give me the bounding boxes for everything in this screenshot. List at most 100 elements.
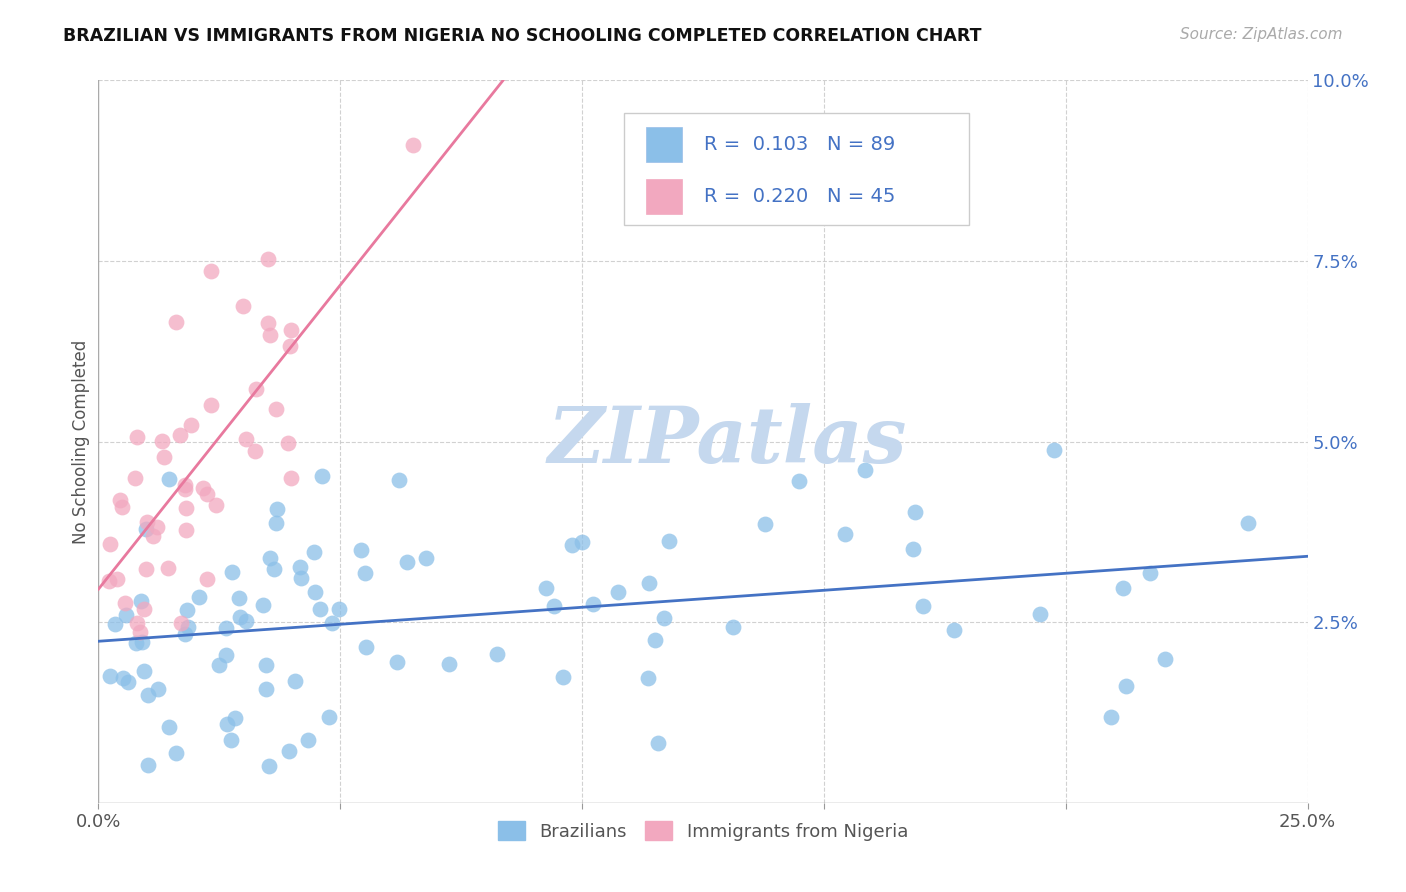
Point bbox=[395, 555, 418, 569]
Point bbox=[197, 572, 219, 586]
Point bbox=[136, 516, 159, 530]
Point bbox=[853, 463, 876, 477]
Point bbox=[658, 534, 681, 549]
Point bbox=[132, 664, 155, 678]
Point bbox=[647, 736, 669, 750]
Point bbox=[297, 733, 319, 747]
Point bbox=[264, 516, 287, 531]
Point bbox=[235, 432, 257, 446]
Point bbox=[245, 382, 267, 396]
Point bbox=[97, 574, 120, 588]
Point bbox=[180, 418, 202, 433]
Point bbox=[136, 688, 159, 702]
Point bbox=[125, 430, 148, 444]
Point bbox=[221, 566, 243, 580]
Point bbox=[637, 575, 659, 590]
Point bbox=[304, 585, 326, 599]
Point bbox=[145, 520, 167, 534]
Point bbox=[654, 611, 676, 625]
Point bbox=[1237, 516, 1260, 530]
Point bbox=[165, 746, 187, 760]
Point bbox=[581, 597, 603, 611]
Point bbox=[278, 339, 301, 353]
Point bbox=[228, 591, 250, 605]
Point bbox=[350, 543, 373, 558]
Point bbox=[308, 601, 330, 615]
Point bbox=[278, 744, 301, 758]
Point bbox=[385, 655, 408, 669]
Point bbox=[153, 450, 176, 465]
Point bbox=[259, 328, 281, 343]
Point bbox=[98, 669, 121, 683]
Point bbox=[215, 717, 238, 731]
Point bbox=[173, 627, 195, 641]
Point bbox=[108, 493, 131, 508]
Point bbox=[136, 757, 159, 772]
Point bbox=[553, 670, 575, 684]
Point bbox=[112, 671, 135, 685]
Y-axis label: No Schooling Completed: No Schooling Completed bbox=[72, 340, 90, 543]
Point bbox=[266, 502, 288, 516]
Point bbox=[280, 322, 302, 336]
Text: Source: ZipAtlas.com: Source: ZipAtlas.com bbox=[1180, 27, 1343, 42]
Point bbox=[134, 601, 156, 615]
Point bbox=[173, 477, 195, 491]
Point bbox=[135, 522, 157, 536]
Point bbox=[280, 471, 302, 485]
FancyBboxPatch shape bbox=[647, 127, 682, 161]
Point bbox=[486, 647, 509, 661]
Point bbox=[157, 561, 180, 575]
Point bbox=[277, 435, 299, 450]
Point bbox=[157, 721, 180, 735]
Point bbox=[607, 585, 630, 599]
Point bbox=[174, 524, 197, 538]
Point bbox=[125, 636, 148, 650]
Point bbox=[200, 264, 222, 278]
Point bbox=[131, 634, 153, 648]
Point bbox=[187, 590, 209, 604]
Point bbox=[437, 657, 460, 672]
Point bbox=[117, 674, 139, 689]
Point bbox=[219, 733, 242, 747]
Point bbox=[318, 710, 340, 724]
Point bbox=[114, 596, 136, 610]
Point bbox=[128, 624, 150, 639]
Point bbox=[208, 657, 231, 672]
Point bbox=[142, 529, 165, 543]
Point bbox=[571, 534, 593, 549]
Point bbox=[354, 640, 377, 654]
Point bbox=[257, 316, 280, 330]
Point bbox=[100, 537, 122, 551]
Point bbox=[232, 299, 254, 313]
Point bbox=[263, 561, 285, 575]
Point bbox=[129, 593, 152, 607]
Point bbox=[904, 505, 927, 519]
Point bbox=[165, 315, 187, 329]
Point bbox=[288, 560, 311, 574]
Point bbox=[311, 468, 333, 483]
Point bbox=[124, 471, 146, 485]
Point bbox=[1115, 679, 1137, 693]
Point bbox=[259, 550, 281, 565]
Text: BRAZILIAN VS IMMIGRANTS FROM NIGERIA NO SCHOOLING COMPLETED CORRELATION CHART: BRAZILIAN VS IMMIGRANTS FROM NIGERIA NO … bbox=[63, 27, 981, 45]
Point bbox=[157, 472, 180, 486]
Point bbox=[176, 603, 198, 617]
Text: ZIPatlas: ZIPatlas bbox=[547, 403, 907, 480]
Point bbox=[284, 673, 307, 688]
Text: R =  0.220   N = 45: R = 0.220 N = 45 bbox=[704, 187, 896, 206]
Text: R =  0.103   N = 89: R = 0.103 N = 89 bbox=[704, 135, 896, 153]
Point bbox=[252, 598, 274, 612]
Point bbox=[148, 681, 170, 696]
Point bbox=[104, 616, 127, 631]
Point bbox=[191, 481, 214, 495]
Point bbox=[266, 401, 288, 416]
Point bbox=[152, 434, 174, 449]
Point bbox=[387, 473, 409, 487]
Point bbox=[173, 482, 195, 496]
Point bbox=[1029, 607, 1052, 621]
FancyBboxPatch shape bbox=[647, 179, 682, 214]
Legend: Brazilians, Immigrants from Nigeria: Brazilians, Immigrants from Nigeria bbox=[491, 814, 915, 848]
Point bbox=[543, 599, 565, 613]
Point bbox=[169, 428, 191, 442]
FancyBboxPatch shape bbox=[624, 112, 969, 225]
